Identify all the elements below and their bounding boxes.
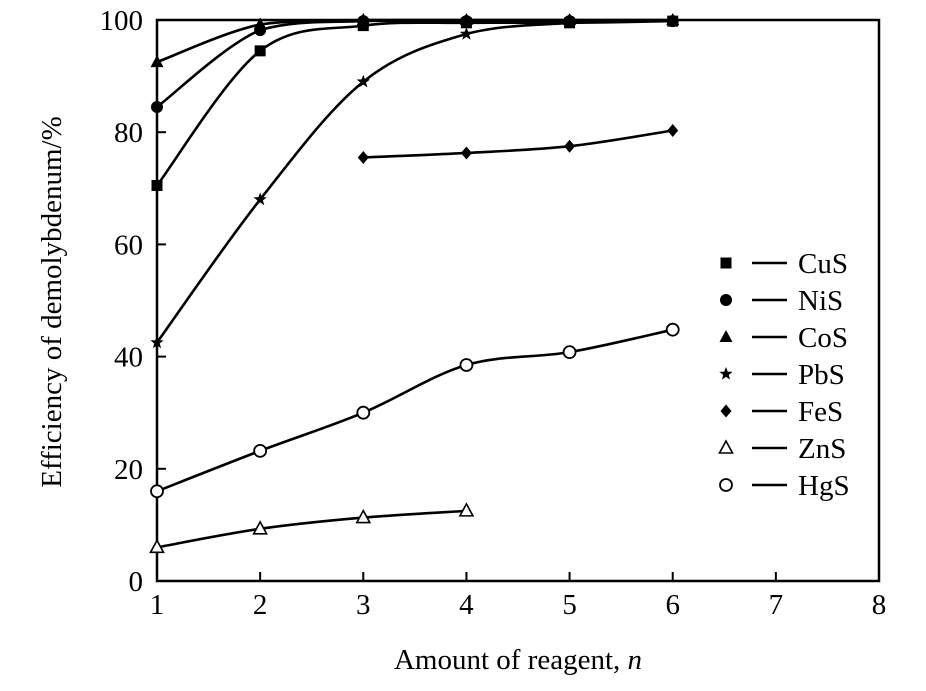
data-point — [254, 45, 266, 57]
data-point — [253, 17, 267, 30]
x-tick-label: 1 — [150, 589, 165, 621]
series-line — [155, 21, 570, 344]
data-point — [665, 322, 680, 337]
y-tick-label: 60 — [114, 229, 143, 261]
data-point — [562, 345, 577, 360]
legend-marker — [720, 257, 732, 269]
data-point — [357, 150, 369, 164]
data-point — [460, 146, 472, 160]
series-line — [156, 18, 673, 64]
data-point — [356, 13, 370, 25]
data-point — [459, 13, 473, 25]
legend-label: CoS — [798, 322, 848, 354]
series-line — [155, 19, 673, 187]
y-tick-label: 40 — [114, 342, 143, 374]
data-point — [458, 502, 475, 517]
series-cus — [151, 15, 679, 191]
data-point — [253, 192, 267, 206]
data-point — [151, 100, 163, 113]
data-point — [356, 74, 370, 88]
legend-label: FeS — [798, 396, 843, 428]
y-tick-label: 100 — [100, 5, 144, 37]
data-point — [253, 443, 268, 458]
x-axis: 1 2 3 4 5 6 7 8 — [150, 572, 887, 621]
data-point — [666, 13, 680, 25]
y-axis: 0 20 40 60 80 100 — [100, 5, 166, 598]
y-tick-label: 0 — [129, 566, 144, 598]
data-point — [667, 124, 679, 138]
series-zns — [149, 502, 475, 554]
y-axis-title: Efficiency of demolybdenum/% — [36, 116, 68, 488]
x-tick-label: 7 — [769, 589, 784, 621]
data-point — [356, 405, 371, 420]
legend: CuS NiS CoS PbS FeS ZnS HgS — [718, 248, 850, 502]
data-point — [252, 520, 268, 535]
data-point — [149, 538, 165, 554]
x-axis-title-var: n — [628, 644, 643, 676]
data-point — [150, 335, 164, 349]
data-point — [150, 484, 164, 499]
legend-marker — [720, 404, 732, 418]
series-pbs — [150, 15, 577, 349]
data-point — [459, 358, 474, 372]
legend-marker — [719, 478, 733, 492]
x-axis-title-text: Amount of reagent, — [394, 644, 628, 676]
x-tick-label: 3 — [356, 589, 371, 621]
data-point — [150, 55, 164, 68]
legend-label: PbS — [798, 359, 845, 391]
y-tick-label: 80 — [114, 117, 143, 149]
data-point — [151, 179, 163, 191]
series-line — [156, 328, 673, 493]
legend-label: ZnS — [798, 433, 846, 465]
legend-marker — [720, 294, 732, 306]
legend-marker — [719, 330, 733, 342]
data-point — [459, 27, 474, 40]
x-tick-label: 5 — [562, 589, 577, 621]
series-layer — [149, 13, 680, 554]
data-point — [564, 139, 576, 153]
x-tick-label: 2 — [253, 589, 268, 621]
series-hgs — [150, 322, 680, 499]
legend-label: HgS — [798, 470, 850, 502]
data-point — [355, 508, 372, 524]
y-tick-label: 20 — [114, 454, 143, 486]
x-axis-title: Amount of reagent, n — [394, 644, 642, 676]
series-line — [156, 509, 467, 549]
x-tick-label: 4 — [459, 589, 474, 621]
legend-label: NiS — [798, 285, 843, 317]
legend-marker — [719, 367, 733, 380]
x-tick-label: 6 — [665, 589, 680, 621]
series-line — [363, 129, 673, 159]
x-tick-label: 8 — [872, 589, 887, 621]
series-fes — [357, 124, 679, 164]
series-cos — [150, 13, 680, 68]
data-point — [562, 15, 577, 29]
series-nis — [151, 15, 679, 113]
legend-label: CuS — [798, 248, 848, 280]
series-line — [156, 19, 673, 108]
legend-marker — [718, 439, 734, 454]
